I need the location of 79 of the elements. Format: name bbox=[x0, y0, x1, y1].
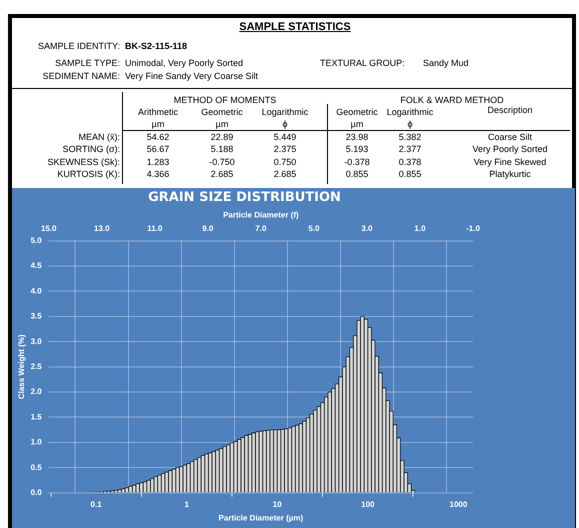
text: Description bbox=[487, 104, 533, 116]
text: Logarithmic bbox=[386, 106, 434, 118]
text: 56.67 bbox=[146, 144, 170, 155]
text: KURTOSIS (K): bbox=[57, 169, 120, 180]
text: Very Fine Skewed bbox=[474, 156, 546, 168]
text: µm bbox=[216, 118, 228, 130]
x-tick-label: 10 bbox=[272, 500, 282, 509]
x2-tick-label: 11.0 bbox=[147, 224, 163, 234]
text: 54.62 bbox=[146, 132, 170, 142]
text: MEAN (x̄): bbox=[78, 132, 120, 142]
text: 5.188 bbox=[210, 144, 234, 155]
y-tick-label: 4.5 bbox=[30, 261, 42, 270]
text: ϕ bbox=[407, 118, 413, 130]
y-tick-label: 2.5 bbox=[30, 362, 42, 372]
y-tick-label: 1.5 bbox=[30, 412, 42, 422]
text: SAMPLE TYPE: bbox=[55, 58, 120, 68]
y-axis-title: Class Weight (%) bbox=[17, 334, 26, 400]
text: ϕ bbox=[282, 118, 288, 130]
text: SAMPLE IDENTITY: bbox=[38, 40, 120, 52]
x2-tick-label: 3.0 bbox=[361, 224, 374, 234]
text: µm bbox=[350, 118, 364, 130]
text: 2.377 bbox=[398, 144, 422, 155]
text: Geometric bbox=[201, 106, 243, 118]
text: 5.449 bbox=[274, 132, 296, 142]
text: METHOD OF MOMENTS bbox=[174, 94, 276, 106]
x-tick-label: 1000 bbox=[449, 500, 468, 509]
text: 0.750 bbox=[274, 156, 296, 168]
x-tick-label: 1 bbox=[184, 500, 190, 509]
x-axis-title: Particle Diameter (µm) bbox=[218, 513, 304, 522]
text: SORTING (σ): bbox=[62, 144, 120, 155]
x-tick-label: 100 bbox=[361, 500, 376, 509]
text: Unimodal, Very Poorly Sorted bbox=[125, 58, 244, 68]
text: 0.855 bbox=[346, 169, 368, 180]
text: Logarithmic bbox=[262, 106, 308, 118]
x2-tick-label: 9.0 bbox=[202, 224, 214, 234]
y-tick-label: 3.0 bbox=[30, 336, 42, 346]
text: SEDIMENT NAME: bbox=[42, 70, 120, 82]
text: -0.378 bbox=[344, 156, 370, 168]
text: 1.283 bbox=[146, 156, 170, 168]
text: -0.750 bbox=[209, 156, 235, 168]
text: SAMPLE STATISTICS bbox=[239, 20, 351, 32]
x2-tick-label: 13.0 bbox=[94, 224, 110, 234]
y-tick-label: 5.0 bbox=[30, 236, 42, 246]
y-tick-label: 0.5 bbox=[30, 462, 42, 472]
text: 2.685 bbox=[210, 169, 234, 180]
chart-title: GRAIN SIZE DISTRIBUTION bbox=[148, 190, 341, 206]
x2-tick-label: -1.0 bbox=[466, 224, 480, 234]
x2-tick-label: 15.0 bbox=[40, 224, 58, 234]
text: BK-S2-115-118 bbox=[125, 40, 188, 52]
text: 23.98 bbox=[346, 132, 368, 142]
text: Platykurtic bbox=[489, 169, 531, 180]
y-tick-label: 1.0 bbox=[30, 438, 42, 447]
y-tick-label: 3.5 bbox=[30, 312, 42, 321]
text: Arithmetic bbox=[138, 106, 178, 118]
text: 2.375 bbox=[274, 144, 296, 155]
text: Geometric bbox=[336, 106, 378, 118]
text: Sandy Mud bbox=[423, 58, 469, 68]
y-tick-label: 0.0 bbox=[30, 488, 42, 498]
text: SKEWNESS (Sk): bbox=[47, 156, 120, 168]
text: µm bbox=[152, 118, 164, 130]
text: FOLK & WARD METHOD bbox=[400, 94, 504, 106]
text: 5.193 bbox=[346, 144, 368, 155]
text: Very Poorly Sorted bbox=[472, 144, 548, 155]
y-tick-label: 2.0 bbox=[30, 387, 42, 396]
x-tick-label: 0.1 bbox=[90, 500, 102, 509]
text: 4.366 bbox=[146, 169, 170, 180]
text: 22.89 bbox=[210, 132, 234, 142]
x2-axis-title: Particle Diameter (f) bbox=[223, 210, 299, 220]
x2-tick-label: 1.0 bbox=[414, 224, 426, 234]
text: TEXTURAL GROUP: bbox=[320, 58, 405, 68]
text: 0.378 bbox=[398, 156, 422, 168]
text: Very Fine Sandy Very Coarse Silt bbox=[125, 70, 258, 82]
x2-tick-label: 7.0 bbox=[255, 224, 267, 234]
x2-tick-label: 5.0 bbox=[308, 224, 320, 234]
y-tick-label: 4.0 bbox=[30, 286, 42, 296]
text: Coarse Silt bbox=[488, 132, 532, 142]
text: 5.382 bbox=[398, 132, 422, 142]
text: 2.685 bbox=[274, 169, 296, 180]
text: 0.855 bbox=[398, 169, 422, 180]
